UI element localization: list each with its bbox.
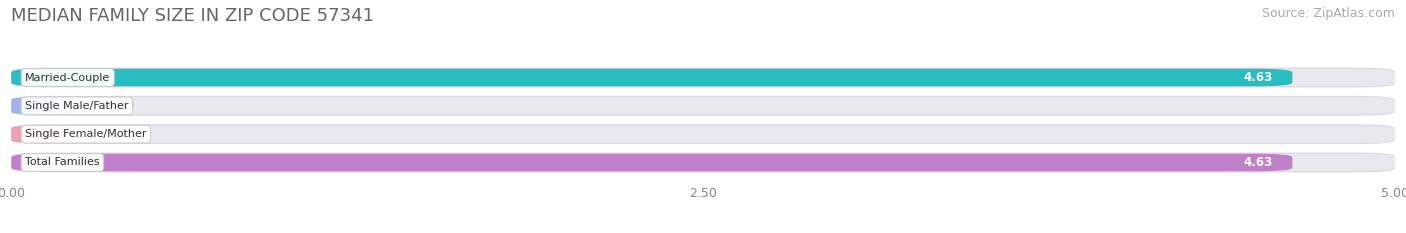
Text: 4.63: 4.63 bbox=[1244, 71, 1272, 84]
Text: Source: ZipAtlas.com: Source: ZipAtlas.com bbox=[1261, 7, 1395, 20]
FancyBboxPatch shape bbox=[11, 97, 72, 115]
FancyBboxPatch shape bbox=[11, 154, 1395, 171]
FancyBboxPatch shape bbox=[11, 125, 1395, 143]
Text: Single Male/Father: Single Male/Father bbox=[25, 101, 128, 111]
FancyBboxPatch shape bbox=[11, 154, 1292, 171]
FancyBboxPatch shape bbox=[11, 125, 72, 143]
FancyBboxPatch shape bbox=[11, 69, 1292, 86]
Text: 0.00: 0.00 bbox=[105, 128, 135, 141]
Text: 0.00: 0.00 bbox=[105, 99, 135, 112]
Text: MEDIAN FAMILY SIZE IN ZIP CODE 57341: MEDIAN FAMILY SIZE IN ZIP CODE 57341 bbox=[11, 7, 374, 25]
Text: 4.63: 4.63 bbox=[1244, 156, 1272, 169]
FancyBboxPatch shape bbox=[11, 153, 1395, 172]
FancyBboxPatch shape bbox=[11, 68, 1395, 87]
FancyBboxPatch shape bbox=[11, 97, 1395, 115]
FancyBboxPatch shape bbox=[11, 96, 1395, 116]
Text: Total Families: Total Families bbox=[25, 158, 100, 168]
FancyBboxPatch shape bbox=[11, 69, 1395, 86]
FancyBboxPatch shape bbox=[11, 124, 1395, 144]
Text: Married-Couple: Married-Couple bbox=[25, 72, 110, 82]
Text: Single Female/Mother: Single Female/Mother bbox=[25, 129, 146, 139]
